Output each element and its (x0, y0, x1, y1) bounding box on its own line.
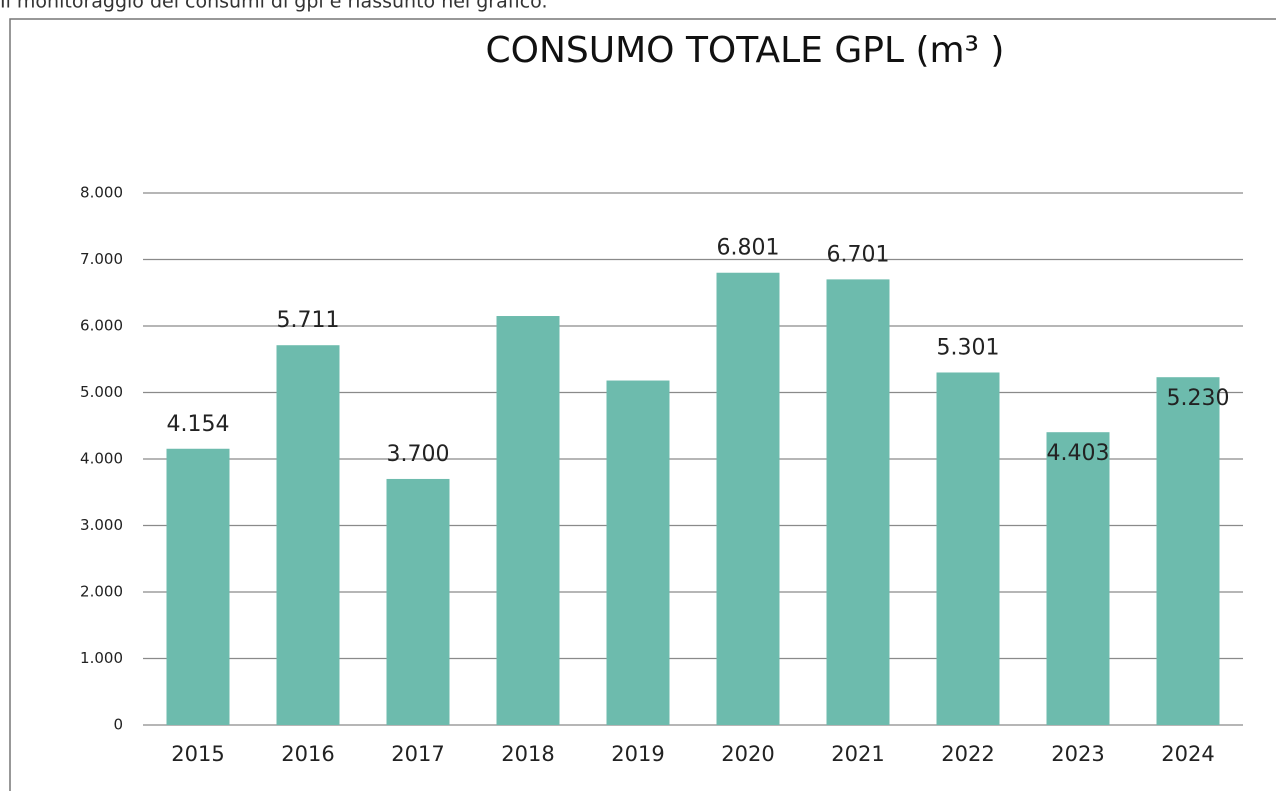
bar (606, 380, 670, 725)
x-tick-label: 2020 (721, 742, 774, 766)
intro-text: Il monitoraggio dei consumi di gpl è ria… (0, 0, 548, 13)
bar (496, 316, 560, 725)
bar (1046, 432, 1110, 725)
y-tick-label: 5.000 (80, 383, 123, 401)
y-tick-label: 8.000 (80, 184, 123, 202)
y-tick-label: 3.000 (80, 516, 123, 534)
x-tick-label: 2017 (391, 742, 444, 766)
data-label: 4.403 (1047, 441, 1110, 466)
data-label: 3.700 (387, 442, 450, 467)
x-tick-label: 2023 (1051, 742, 1104, 766)
bar (276, 345, 340, 725)
x-tick-label: 2019 (611, 742, 664, 766)
y-tick-label: 6.000 (80, 317, 123, 335)
bar (716, 272, 780, 725)
x-tick-label: 2021 (831, 742, 884, 766)
bar (936, 372, 1000, 725)
bar (1156, 377, 1220, 725)
data-label: 6.701 (827, 242, 890, 267)
y-tick-label: 7.000 (80, 250, 123, 268)
y-tick-label: 4.000 (80, 450, 123, 468)
x-tick-label: 2015 (171, 742, 224, 766)
x-tick-label: 2022 (941, 742, 994, 766)
x-tick-label: 2018 (501, 742, 554, 766)
data-label: 4.154 (167, 412, 230, 437)
chart-frame (9, 18, 1276, 791)
data-label: 6.801 (717, 236, 780, 261)
y-tick-label: 2.000 (80, 583, 123, 601)
x-tick-label: 2024 (1161, 742, 1214, 766)
y-tick-label: 1.000 (80, 649, 123, 667)
chart-title: CONSUMO TOTALE GPL (m³ ) (486, 30, 1005, 71)
data-label: 5.230 (1167, 386, 1230, 411)
data-label: 5.711 (277, 308, 340, 333)
x-tick-label: 2016 (281, 742, 334, 766)
bar (386, 478, 450, 725)
data-label: 5.301 (937, 335, 1000, 360)
y-tick-label: 0 (113, 716, 123, 734)
bar (166, 448, 230, 725)
bar (826, 279, 890, 725)
